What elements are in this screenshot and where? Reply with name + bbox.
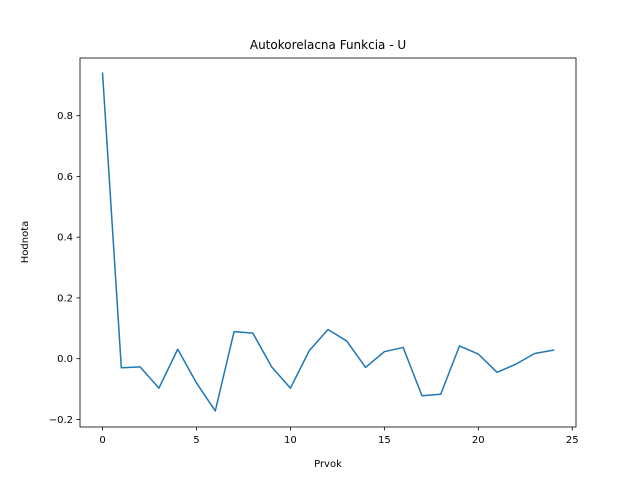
x-tick-label: 5 — [193, 435, 199, 446]
series-line — [101, 72, 555, 412]
y-tick-label: 0.6 — [57, 172, 73, 183]
x-tick-label: 15 — [378, 435, 391, 446]
x-tick-label: 20 — [472, 435, 485, 446]
x-tick-label: 10 — [284, 435, 297, 446]
x-axis-ticks: 0 5 10 15 20 25 — [99, 427, 579, 446]
plot-frame — [79, 57, 577, 428]
y-tick-label: 0.4 — [57, 233, 73, 244]
y-tick-label: 0.8 — [57, 111, 73, 122]
x-tick-label: 0 — [99, 435, 105, 446]
x-tick-label: 25 — [566, 435, 579, 446]
y-tick-label: 0.0 — [57, 354, 73, 365]
plot-area — [101, 72, 555, 412]
y-tick-label: 0.2 — [57, 293, 73, 304]
chart-title: Autokorelacna Funkcia - U — [250, 38, 406, 52]
x-axis-label: Prvok — [314, 459, 342, 470]
y-axis-ticks: −0.2 0.0 0.2 0.4 0.6 0.8 — [49, 111, 80, 426]
y-axis-label: Hodnota — [20, 221, 31, 264]
y-tick-label: −0.2 — [49, 415, 73, 426]
